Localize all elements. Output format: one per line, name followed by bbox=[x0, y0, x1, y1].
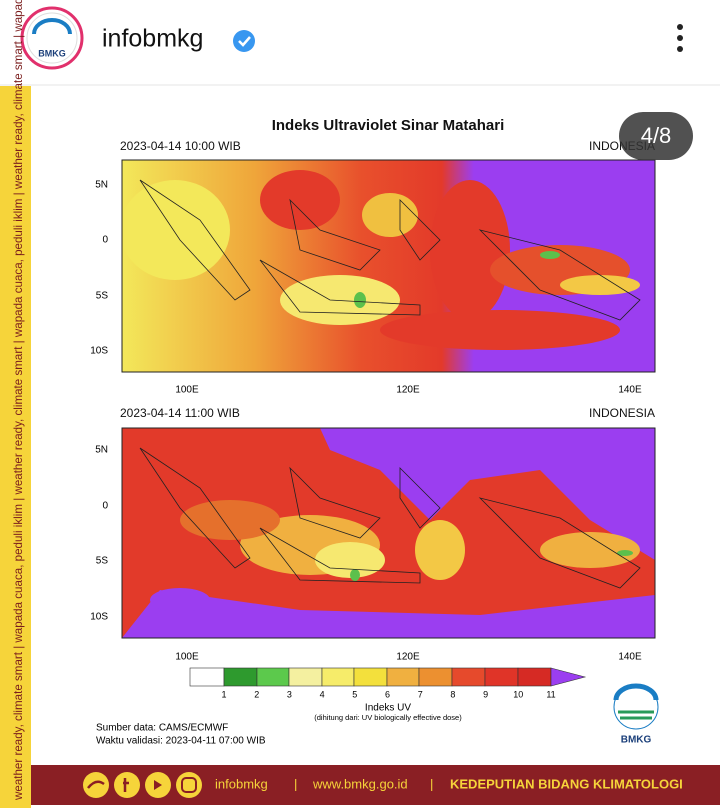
lat-label: 10S bbox=[90, 346, 108, 357]
lon-label: 100E bbox=[175, 652, 199, 663]
uv-map bbox=[122, 428, 655, 638]
colorbar-label: 8 bbox=[450, 689, 455, 699]
panel-timestamp: 2023-04-14 10:00 WIB bbox=[120, 139, 241, 153]
panel-region: INDONESIA bbox=[589, 406, 655, 420]
bmkg-logo bbox=[613, 683, 659, 730]
colorbar-label: 7 bbox=[418, 689, 423, 699]
avatar-logo bbox=[32, 18, 72, 35]
lat-label: 5S bbox=[96, 291, 109, 302]
colorbar bbox=[189, 667, 587, 687]
colorbar-label: 4 bbox=[320, 689, 325, 699]
footer-website: www.bmkg.go.id bbox=[312, 776, 408, 791]
lat-label: 5N bbox=[95, 180, 108, 191]
colorbar-label: 1 bbox=[221, 689, 226, 699]
lon-label: 140E bbox=[618, 385, 642, 396]
avatar-ring[interactable] bbox=[20, 6, 84, 70]
lat-label: 5N bbox=[95, 445, 108, 456]
lat-label: 0 bbox=[102, 235, 108, 246]
footer-separator: | bbox=[430, 776, 433, 791]
figure-title: Indeks Ultraviolet Sinar Matahari bbox=[272, 117, 505, 134]
colorbar-label: 5 bbox=[352, 689, 357, 699]
side-strip bbox=[0, 86, 31, 808]
colorbar-label: 2 bbox=[254, 689, 259, 699]
colorbar-label: 11 bbox=[546, 689, 555, 699]
colorbar-label: 3 bbox=[287, 689, 292, 699]
more-menu[interactable] bbox=[677, 24, 683, 52]
colorbar-label: 9 bbox=[483, 689, 488, 699]
colorbar-title: Indeks UV bbox=[365, 703, 411, 714]
panel-timestamp: 2023-04-14 11:00 WIB bbox=[120, 406, 240, 420]
lon-label: 140E bbox=[618, 652, 642, 663]
lon-label: 120E bbox=[396, 385, 420, 396]
lat-label: 0 bbox=[102, 501, 108, 512]
lon-label: 120E bbox=[396, 652, 420, 663]
colorbar-label: 10 bbox=[513, 689, 523, 699]
footer-separator: | bbox=[294, 776, 297, 791]
lon-label: 100E bbox=[175, 385, 199, 396]
side-text: weather ready, climate smart | wapada cu… bbox=[12, 0, 25, 801]
lat-label: 5S bbox=[96, 556, 109, 567]
map-frame bbox=[121, 159, 656, 373]
lat-label: 10S bbox=[90, 612, 108, 623]
colorbar-note: (dihitung dari: UV biologically effectiv… bbox=[314, 713, 462, 722]
colorbar-label: 6 bbox=[385, 689, 390, 699]
uv-map bbox=[122, 160, 655, 372]
username[interactable]: infobmkg bbox=[102, 25, 203, 53]
map-frame bbox=[121, 427, 656, 639]
slide-counter-text: 4/8 bbox=[641, 123, 672, 148]
footer-handle: infobmkg bbox=[215, 776, 268, 791]
source: Sumber data: CAMS/ECMWF bbox=[96, 723, 228, 734]
slide-counter bbox=[619, 112, 693, 160]
social-icons bbox=[83, 772, 202, 798]
header bbox=[0, 0, 720, 85]
footer-department: KEDEPUTIAN BIDANG KLIMATOLOGI bbox=[450, 776, 683, 791]
logo-label: BMKG bbox=[621, 735, 652, 746]
verified-badge bbox=[233, 30, 255, 52]
validation: Waktu validasi: 2023-04-11 07:00 WIB bbox=[96, 736, 266, 747]
avatar-label: BMKG bbox=[38, 48, 66, 58]
verified-check bbox=[238, 36, 251, 47]
